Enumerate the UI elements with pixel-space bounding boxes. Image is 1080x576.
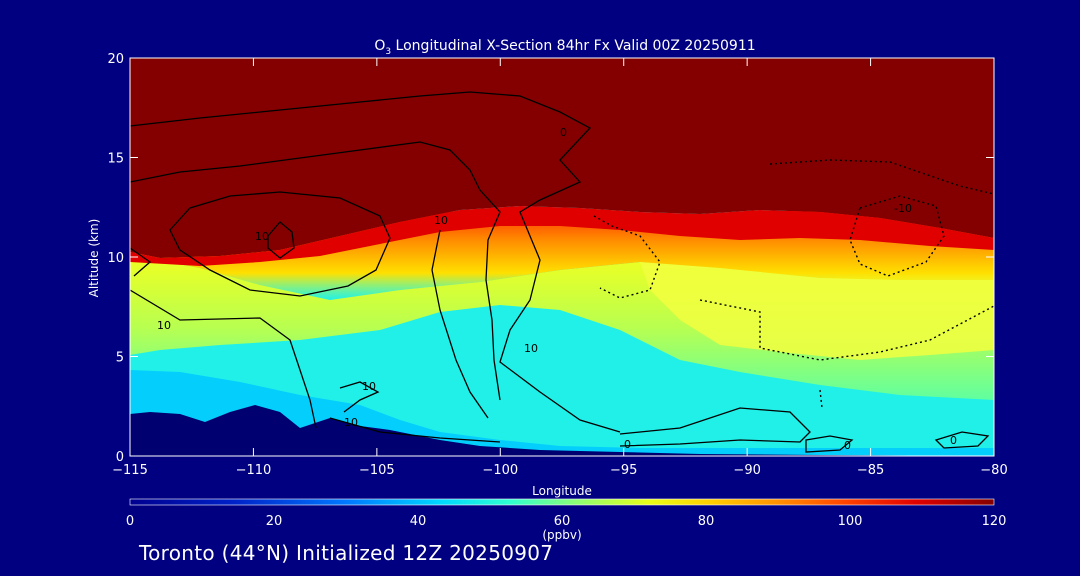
chart-title: O3 Longitudinal X-Section 84hr Fx Valid … [374, 38, 755, 57]
contour-label: 10 [157, 319, 171, 332]
contour-label: 0 [560, 126, 567, 139]
x-axis-ticks: −115 −110 −105 −100 −95 −90 −85 −80 [112, 58, 1008, 478]
contour-labels: 10 10 10 10 10 10 0 0 0 0 -10 [157, 126, 957, 452]
contour-label: 10 [344, 416, 358, 429]
contour-label: -10 [894, 202, 912, 215]
colorbar-tick-label: 60 [554, 514, 571, 529]
terrain [130, 405, 994, 456]
y-tick-label: 20 [107, 52, 124, 67]
ozone-field [130, 58, 994, 456]
contour-label: 0 [844, 439, 851, 452]
contour-label: 10 [362, 380, 376, 393]
y-tick-label: 15 [107, 152, 124, 167]
colorbar-tick-label: 120 [982, 514, 1007, 529]
x-tick-label: −105 [359, 463, 395, 478]
contour-label: 10 [434, 214, 448, 227]
colorbar-tick-label: 0 [126, 514, 134, 529]
x-tick-label: −110 [236, 463, 272, 478]
x-tick-label: −115 [112, 463, 148, 478]
dotted-contours [593, 159, 994, 409]
footer-caption: Toronto (44°N) Initialized 12Z 20250907 [139, 541, 554, 565]
colorbar-tick-label: 40 [410, 514, 427, 529]
contour-label: 10 [524, 342, 538, 355]
y-tick-label: 10 [107, 251, 124, 266]
contour-label: 0 [950, 434, 957, 447]
stratosphere-fringe [130, 206, 994, 266]
x-tick-label: −80 [980, 463, 1007, 478]
y-axis-ticks: 0 5 10 15 20 [107, 52, 994, 465]
y-tick-label: 5 [116, 351, 124, 366]
solid-contours [130, 91, 990, 453]
y-tick-label: 0 [116, 450, 124, 465]
colorbar-ticks: 0 20 40 60 80 100 120 [126, 514, 1007, 529]
colorbar [129, 498, 995, 506]
y-axis-label: Altitude (km) [87, 219, 101, 298]
contour-label: 0 [624, 438, 631, 451]
contour-label: 10 [255, 230, 269, 243]
colorbar-tick-label: 80 [698, 514, 715, 529]
x-tick-label: −100 [482, 463, 518, 478]
x-tick-label: −95 [610, 463, 637, 478]
x-axis-label: Longitude [532, 484, 592, 498]
x-tick-label: −90 [733, 463, 760, 478]
colorbar-tick-label: 100 [838, 514, 863, 529]
colorbar-unit-label: (ppbv) [542, 528, 581, 542]
x-tick-label: −85 [857, 463, 884, 478]
colorbar-tick-label: 20 [266, 514, 283, 529]
